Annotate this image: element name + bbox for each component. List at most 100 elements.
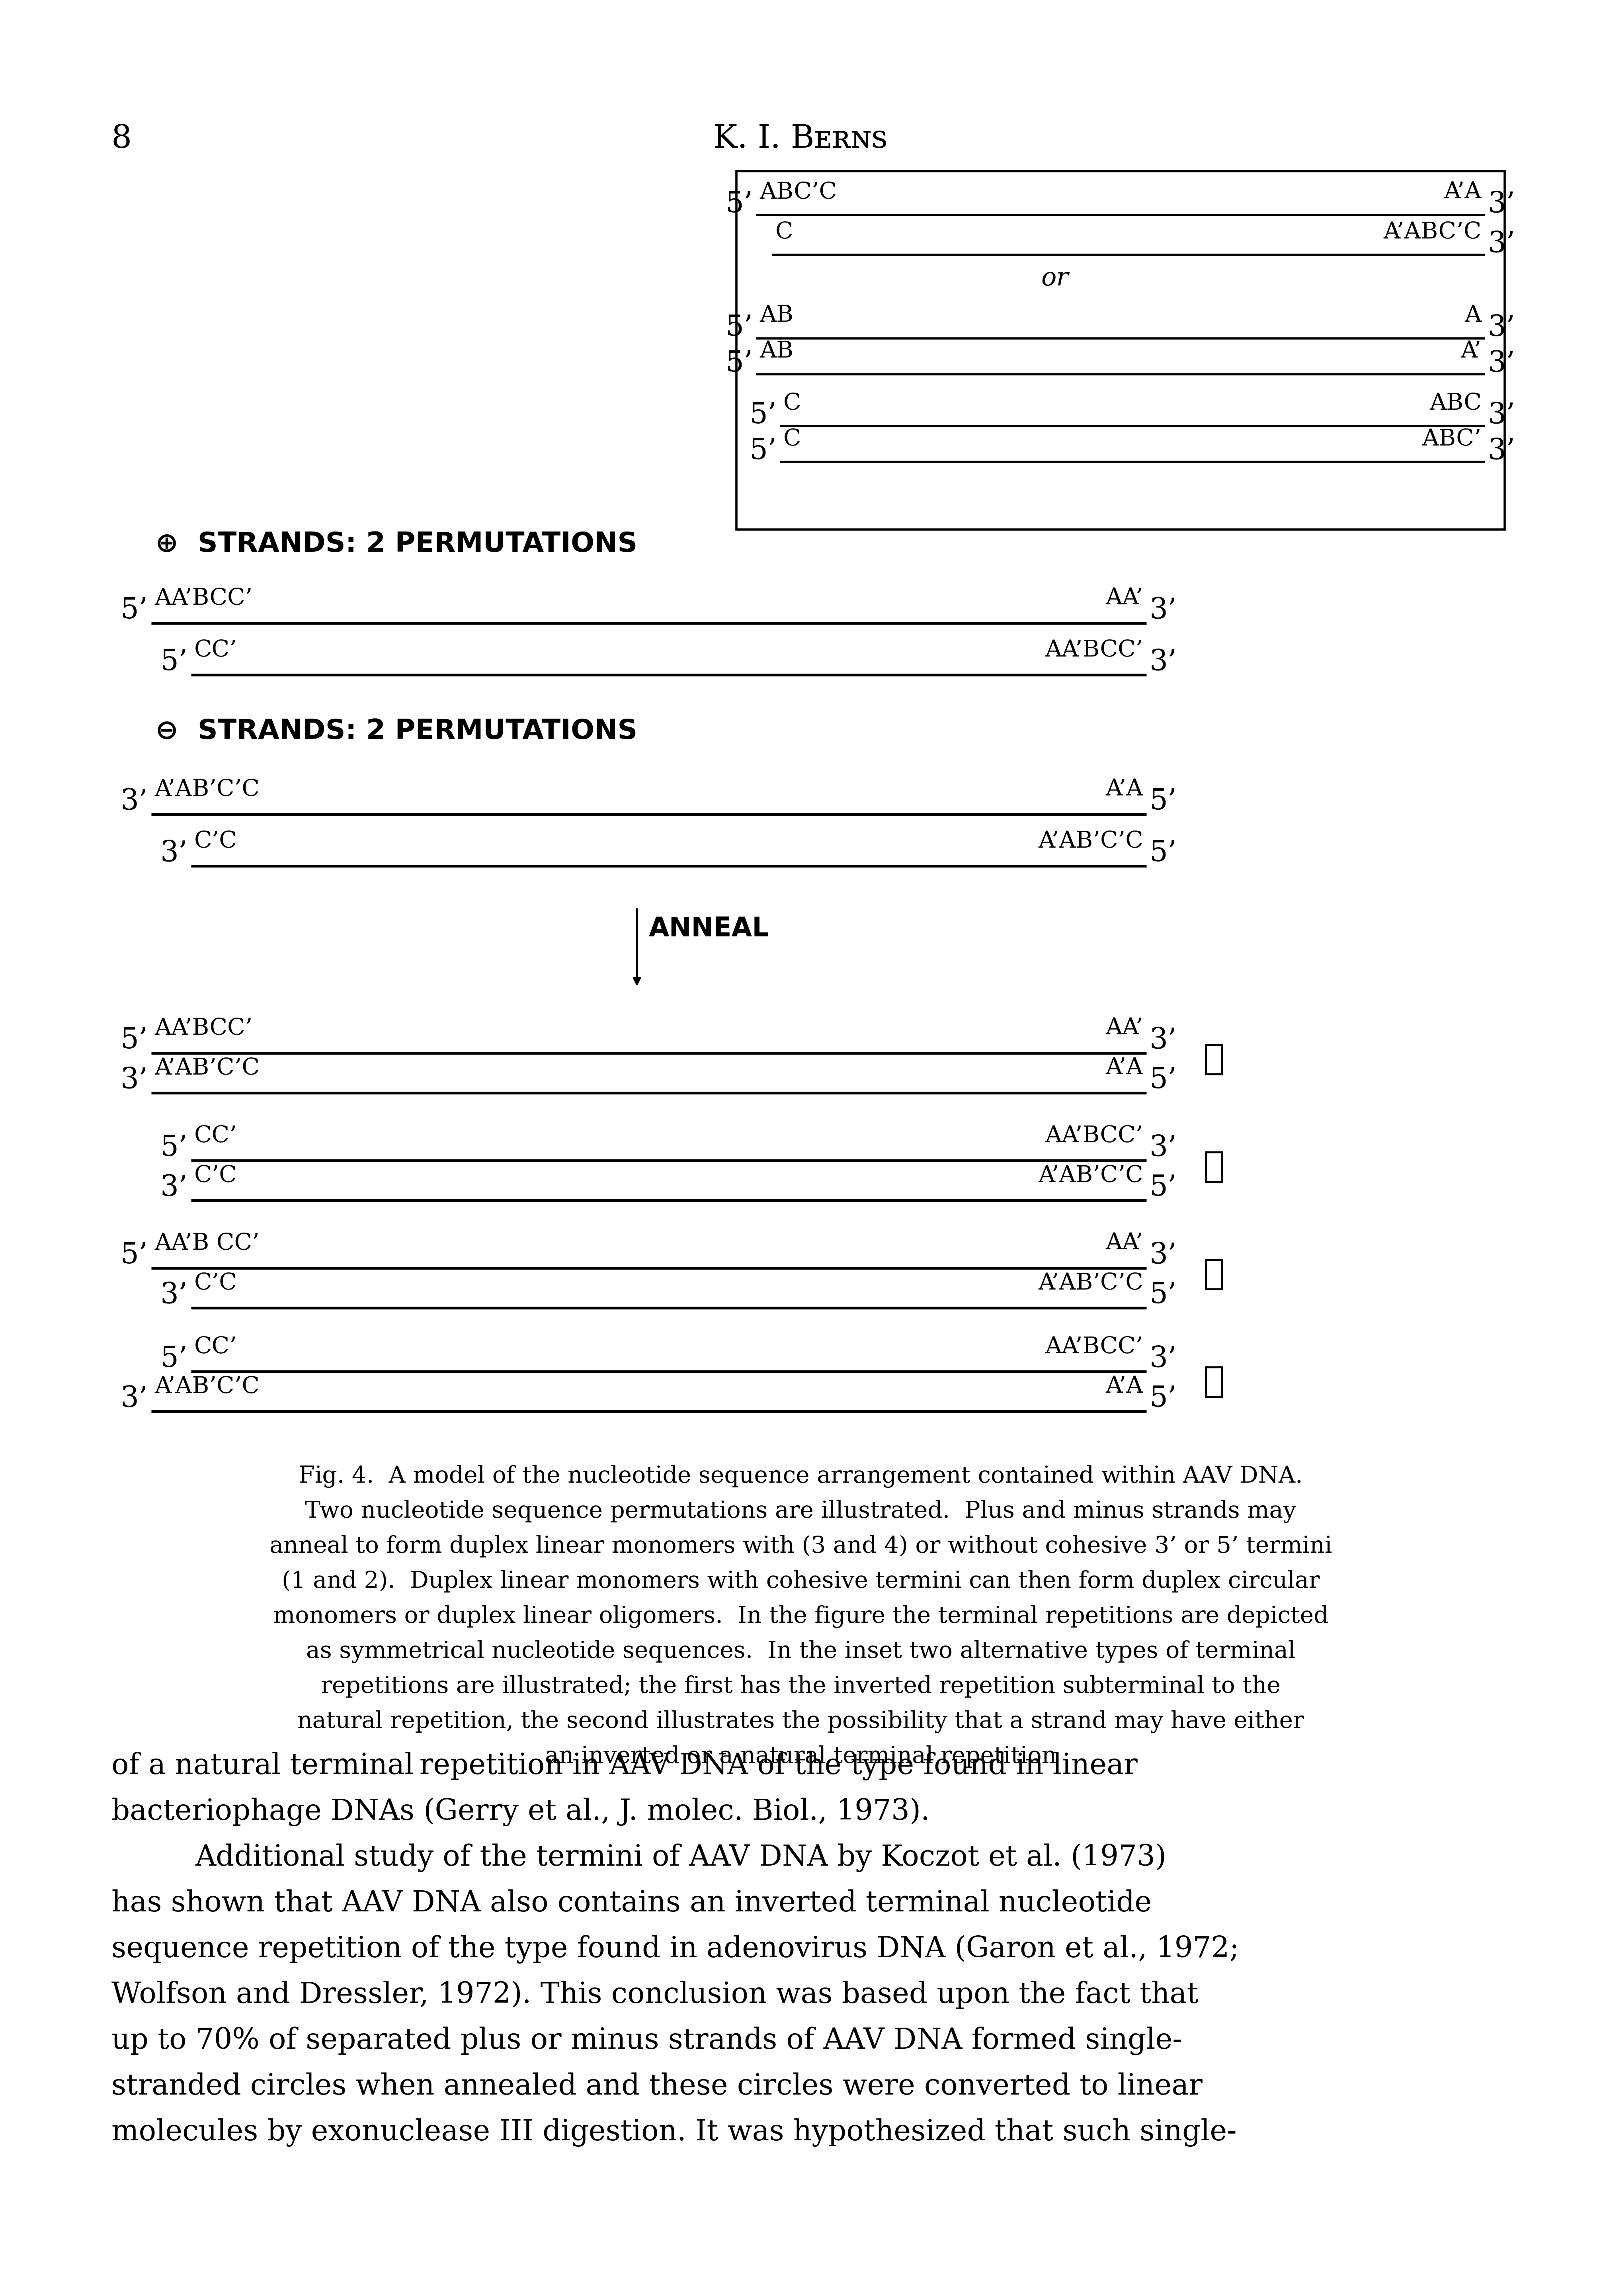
Text: stranded circles when annealed and these circles were converted to linear: stranded circles when annealed and these… — [112, 2073, 1202, 2101]
Text: AA’BCC’: AA’BCC’ — [154, 588, 253, 608]
Text: 8: 8 — [112, 124, 131, 154]
Text: 3’: 3’ — [120, 1065, 147, 1095]
Text: A’AB’C’C: A’AB’C’C — [154, 778, 259, 801]
Text: C’C: C’C — [194, 829, 237, 852]
Text: natural repetition, the second illustrates the possibility that a strand may hav: natural repetition, the second illustrat… — [298, 1711, 1303, 1733]
Text: 3’: 3’ — [160, 838, 187, 868]
Text: 3’: 3’ — [1487, 349, 1515, 377]
Text: 3’: 3’ — [120, 788, 147, 815]
Text: 5’: 5’ — [1150, 1173, 1177, 1201]
Text: monomers or duplex linear oligomers.  In the figure the terminal repetitions are: monomers or duplex linear oligomers. In … — [272, 1605, 1329, 1628]
Text: as symmetrical nucleotide sequences.  In the inset two alternative types of term: as symmetrical nucleotide sequences. In … — [306, 1639, 1295, 1662]
Text: 5’: 5’ — [749, 436, 776, 466]
Text: 3’: 3’ — [1150, 597, 1177, 625]
Text: 3’: 3’ — [1487, 402, 1515, 429]
Text: 5’: 5’ — [120, 1026, 147, 1054]
Text: 5’: 5’ — [725, 315, 752, 342]
Text: ⊖  STRANDS: 2 PERMUTATIONS: ⊖ STRANDS: 2 PERMUTATIONS — [155, 719, 637, 744]
Text: 3’: 3’ — [1150, 647, 1177, 675]
Text: A’A: A’A — [1105, 778, 1143, 801]
Text: ①: ① — [1202, 1042, 1225, 1077]
Text: ②: ② — [1202, 1148, 1225, 1185]
Text: 5’: 5’ — [160, 1134, 187, 1162]
Text: C’C: C’C — [194, 1164, 237, 1187]
Text: 3’: 3’ — [1487, 436, 1515, 466]
Text: ③: ③ — [1202, 1256, 1225, 1290]
Text: of a natural terminal repetition in AAV DNA of the type found in linear: of a natural terminal repetition in AAV … — [112, 1752, 1137, 1779]
Text: A’AB’C’C: A’AB’C’C — [1037, 1164, 1143, 1187]
Text: C: C — [775, 220, 792, 243]
Text: C: C — [783, 393, 800, 413]
Text: (1 and 2).  Duplex linear monomers with cohesive termini can then form duplex ci: (1 and 2). Duplex linear monomers with c… — [282, 1570, 1319, 1593]
Text: CC’: CC’ — [194, 1125, 237, 1146]
Bar — [736, 172, 1505, 530]
Text: 5’: 5’ — [160, 647, 187, 675]
Text: C: C — [783, 427, 800, 450]
Text: CC’: CC’ — [194, 638, 237, 661]
Text: molecules by exonuclease III digestion. It was hypothesized that such single-: molecules by exonuclease III digestion. … — [112, 2117, 1236, 2147]
Text: 5’: 5’ — [725, 191, 752, 218]
Text: 5’: 5’ — [120, 1242, 147, 1270]
Text: 5’: 5’ — [725, 349, 752, 377]
Text: 5’: 5’ — [1150, 1384, 1177, 1412]
Text: 3’: 3’ — [120, 1384, 147, 1412]
Text: 3’: 3’ — [1487, 315, 1515, 342]
Text: 5’: 5’ — [1150, 838, 1177, 868]
Text: 3’: 3’ — [1487, 230, 1515, 257]
Text: 3’: 3’ — [1487, 191, 1515, 218]
Text: bacteriophage DNAs (Gerry et al., J. molec. Biol., 1973).: bacteriophage DNAs (Gerry et al., J. mol… — [112, 1798, 930, 1825]
Text: 3’: 3’ — [1150, 1134, 1177, 1162]
Text: A’ABC’C: A’ABC’C — [1383, 220, 1481, 243]
Text: ABC’: ABC’ — [1422, 427, 1481, 450]
Text: 5’: 5’ — [1150, 788, 1177, 815]
Text: 5’: 5’ — [120, 597, 147, 625]
Text: A’AB’C’C: A’AB’C’C — [154, 1375, 259, 1398]
Text: up to 70% of separated plus or minus strands of AAV DNA formed single-: up to 70% of separated plus or minus str… — [112, 2027, 1182, 2055]
Text: K. I. Bᴇʀɴѕ: K. I. Bᴇʀɴѕ — [712, 124, 887, 154]
Text: Wolfson and Dressler, 1972). This conclusion was based upon the fact that: Wolfson and Dressler, 1972). This conclu… — [112, 1981, 1198, 2009]
Text: or: or — [1041, 266, 1068, 292]
Text: A’AB’C’C: A’AB’C’C — [154, 1056, 259, 1079]
Text: Fig. 4.  A model of the nucleotide sequence arrangement contained within AAV DNA: Fig. 4. A model of the nucleotide sequen… — [298, 1465, 1303, 1488]
Text: AA’BCC’: AA’BCC’ — [1045, 638, 1143, 661]
Text: ABC’C: ABC’C — [759, 181, 837, 202]
Text: an inverted or a natural terminal repetition: an inverted or a natural terminal repeti… — [544, 1745, 1057, 1768]
Text: ANNEAL: ANNEAL — [648, 916, 768, 941]
Text: 5’: 5’ — [1150, 1281, 1177, 1309]
Text: AA’: AA’ — [1105, 588, 1143, 608]
Text: ABC: ABC — [1430, 393, 1481, 413]
Text: Two nucleotide sequence permutations are illustrated.  Plus and minus strands ma: Two nucleotide sequence permutations are… — [304, 1499, 1297, 1522]
Text: ④: ④ — [1202, 1364, 1225, 1398]
Text: ⊕  STRANDS: 2 PERMUTATIONS: ⊕ STRANDS: 2 PERMUTATIONS — [155, 530, 637, 558]
Text: Additional study of the termini of AAV DNA by Koczot et al. (1973): Additional study of the termini of AAV D… — [195, 1844, 1166, 1871]
Text: A’AB’C’C: A’AB’C’C — [1037, 1272, 1143, 1295]
Text: C’C: C’C — [194, 1272, 237, 1295]
Text: anneal to form duplex linear monomers with (3 and 4) or without cohesive 3’ or 5: anneal to form duplex linear monomers wi… — [269, 1536, 1332, 1557]
Text: A’: A’ — [1460, 340, 1481, 363]
Text: 3’: 3’ — [160, 1281, 187, 1309]
Text: A’A: A’A — [1105, 1056, 1143, 1079]
Text: AA’: AA’ — [1105, 1017, 1143, 1040]
Text: AA’B CC’: AA’B CC’ — [154, 1233, 259, 1254]
Text: A’A: A’A — [1105, 1375, 1143, 1398]
Text: 3’: 3’ — [160, 1173, 187, 1201]
Text: A’AB’C’C: A’AB’C’C — [1037, 829, 1143, 852]
Text: sequence repetition of the type found in adenovirus DNA (Garon et al., 1972;: sequence repetition of the type found in… — [112, 1936, 1239, 1963]
Text: AA’: AA’ — [1105, 1233, 1143, 1254]
Text: 3’: 3’ — [1150, 1242, 1177, 1270]
Text: 5’: 5’ — [1150, 1065, 1177, 1095]
Text: 3’: 3’ — [1150, 1345, 1177, 1373]
Text: 3’: 3’ — [1150, 1026, 1177, 1054]
Text: AA’BCC’: AA’BCC’ — [1045, 1125, 1143, 1146]
Text: has shown that AAV DNA also contains an inverted terminal nucleotide: has shown that AAV DNA also contains an … — [112, 1890, 1151, 1917]
Text: 5’: 5’ — [160, 1345, 187, 1373]
Text: repetitions are illustrated; the first has the inverted repetition subterminal t: repetitions are illustrated; the first h… — [320, 1676, 1281, 1697]
Text: CC’: CC’ — [194, 1336, 237, 1357]
Text: AB: AB — [759, 303, 792, 326]
Text: 5’: 5’ — [749, 402, 776, 429]
Text: A’A: A’A — [1444, 181, 1481, 202]
Text: AA’BCC’: AA’BCC’ — [154, 1017, 253, 1040]
Text: A: A — [1465, 303, 1481, 326]
Text: AB: AB — [759, 340, 792, 363]
Text: AA’BCC’: AA’BCC’ — [1045, 1336, 1143, 1357]
